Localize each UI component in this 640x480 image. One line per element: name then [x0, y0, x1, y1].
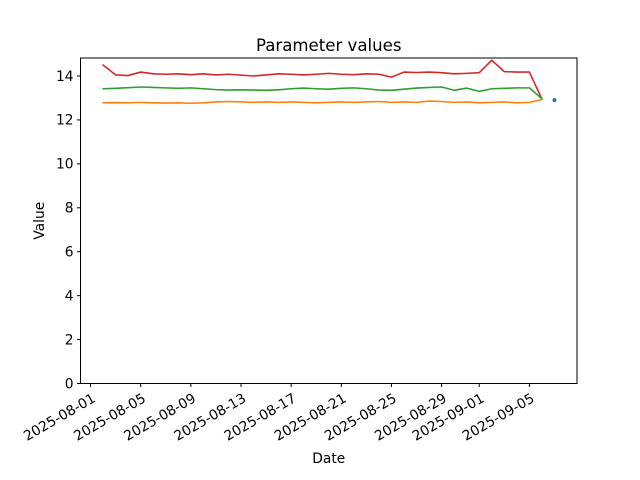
series-parameter-orange-line — [102, 98, 543, 105]
y-axis-label: Value — [32, 202, 48, 240]
series-parameter-blue-point-marker — [552, 98, 557, 103]
chart-title: Parameter values — [256, 36, 402, 55]
y-tick-label: 14 — [56, 69, 74, 85]
y-tick-label: 6 — [65, 245, 74, 261]
plot-area: 2025-08-012025-08-052025-08-092025-08-13… — [21, 57, 578, 445]
x-axis-label: Date — [312, 451, 345, 467]
y-tick-label: 4 — [65, 288, 74, 304]
y-tick-label: 10 — [56, 157, 74, 173]
y-tick-label: 8 — [65, 201, 74, 217]
y-tick-label: 12 — [56, 113, 74, 129]
y-tick-label: 2 — [65, 332, 74, 348]
y-tick-label: 0 — [65, 376, 74, 392]
series-parameter-green-line — [102, 86, 543, 100]
axes-spines — [80, 57, 578, 384]
series-parameter-red-line — [102, 59, 543, 100]
